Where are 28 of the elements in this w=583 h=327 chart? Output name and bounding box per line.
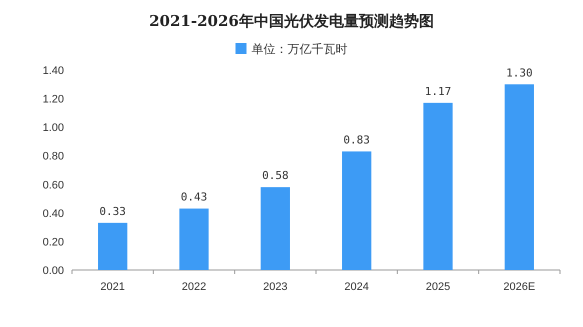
y-tick-label: 1.20 [42, 94, 64, 106]
data-label: 0.33 [99, 204, 126, 218]
bar [260, 187, 290, 270]
x-tick-label: 2022 [182, 281, 206, 293]
y-tick-label: 0.20 [42, 236, 64, 248]
y-tick-label: 0.80 [42, 150, 64, 163]
y-tick-label: 0.40 [42, 208, 64, 220]
x-tick-label: 2026E [503, 281, 536, 293]
x-tick-label: 2023 [263, 281, 288, 293]
x-tick-label: 2025 [426, 281, 450, 293]
data-label: 0.43 [180, 190, 208, 204]
x-tick-label: 2024 [344, 281, 369, 293]
bar [504, 84, 534, 270]
y-tick-label: 0.60 [42, 179, 64, 192]
x-tick-label: 2021 [100, 281, 125, 293]
data-label: 1.17 [424, 84, 452, 98]
y-tick-label: 1.00 [42, 122, 64, 134]
y-tick-label: 0.00 [42, 265, 64, 277]
bar [98, 222, 128, 270]
data-label: 0.58 [262, 169, 289, 182]
legend-label: 单位：万亿千瓦时 [252, 42, 348, 56]
chart-title: 2021-2026年中国光伏发电量预测趋势图 [149, 12, 434, 30]
bar [342, 151, 372, 270]
bar [423, 102, 453, 270]
bar [179, 208, 209, 270]
y-tick-label: 1.40 [42, 65, 64, 77]
data-label: 0.83 [343, 133, 370, 146]
data-label: 1.30 [506, 66, 533, 80]
